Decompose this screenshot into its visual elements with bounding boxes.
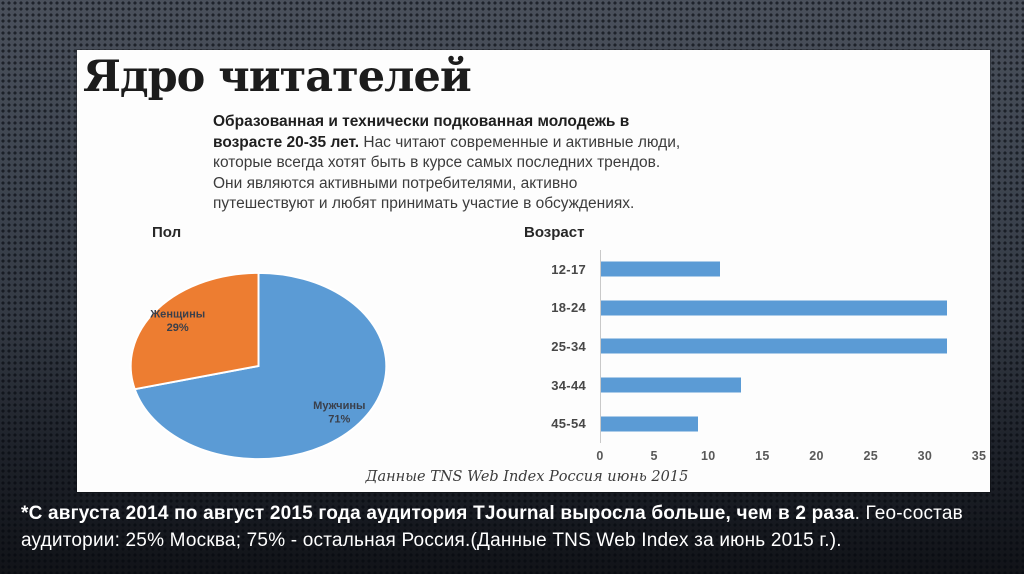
bar-track: [600, 404, 979, 443]
bar-value-25-34: [601, 338, 947, 354]
bar-category-label: 45-54: [551, 416, 586, 432]
pie-svg: Мужчины 71% Женщины 29%: [129, 271, 388, 461]
bar-row-25-34: 25-34: [517, 327, 979, 366]
slide-title: Ядро читателей: [83, 52, 472, 102]
age-bar-chart: 12-17 18-24 25-34 34-44 45-54 0 5 10 15 20 25 30 35: [517, 250, 986, 467]
pie-slice-label: Женщины 29%: [149, 308, 205, 334]
x-axis-tick-30: 30: [917, 448, 933, 463]
pie-slice-мужчины: [133, 271, 388, 461]
x-axis-tick-15: 15: [755, 448, 770, 463]
bar-track: [600, 365, 979, 405]
slide-footer-caption: *С августа 2014 по август 2015 года ауди…: [21, 500, 1013, 554]
gender-pie-chart: Мужчины 71% Женщины 29%: [124, 269, 393, 463]
x-axis-tick-5: 5: [650, 448, 658, 463]
caption-regular-text: . Гео-состав аудитории: 25% Москва; 75% …: [21, 503, 963, 551]
intro-body-text: Нас читают современные и активные люди, …: [213, 133, 681, 213]
data-source-note: Данные TNS Web Index Россия июнь 2015: [365, 469, 689, 485]
x-axis-tick-25: 25: [863, 448, 878, 463]
bar-chart-title: Возраст: [524, 224, 585, 241]
pie-chart-title: Пол: [152, 224, 182, 241]
bar-category-label: 25-34: [551, 338, 586, 354]
bar-category-label: 12-17: [551, 261, 586, 277]
bar-value-34-44: [601, 377, 742, 393]
bar-track: [600, 327, 979, 366]
bar-row-12-17: 12-17: [517, 250, 979, 289]
bar-rows: 12-17 18-24 25-34 34-44 45-54: [517, 250, 979, 443]
bar-row-45-54: 45-54: [517, 404, 979, 443]
pie-slice-женщины: [129, 271, 260, 391]
bar-row-18-24: 18-24: [517, 288, 979, 328]
pie-slice-label: Мужчины 71%: [313, 400, 365, 426]
slide-canvas: Ядро читателей Образованная и технически…: [77, 50, 990, 492]
bar-value-12-17: [601, 261, 720, 277]
bar-track: [600, 250, 979, 289]
bar-category-label: 18-24: [551, 300, 586, 316]
intro-lead-text: Образованная и технически подкованная мо…: [213, 113, 630, 151]
bar-value-45-54: [601, 416, 699, 432]
x-axis-tick-35: 35: [971, 448, 987, 463]
x-axis-tick-20: 20: [809, 448, 824, 463]
bar-x-axis: 0 5 10 15 20 25 30 35: [596, 448, 986, 467]
x-axis-tick-0: 0: [596, 448, 604, 463]
bar-value-18-24: [601, 300, 947, 316]
bar-track: [600, 288, 979, 328]
intro-paragraph: Образованная и технически подкованная мо…: [213, 112, 683, 215]
caption-bold-text: *С августа 2014 по август 2015 года ауди…: [21, 503, 855, 524]
x-axis-tick-10: 10: [701, 448, 716, 463]
bar-category-label: 34-44: [551, 377, 586, 393]
bar-row-34-44: 34-44: [517, 365, 979, 405]
